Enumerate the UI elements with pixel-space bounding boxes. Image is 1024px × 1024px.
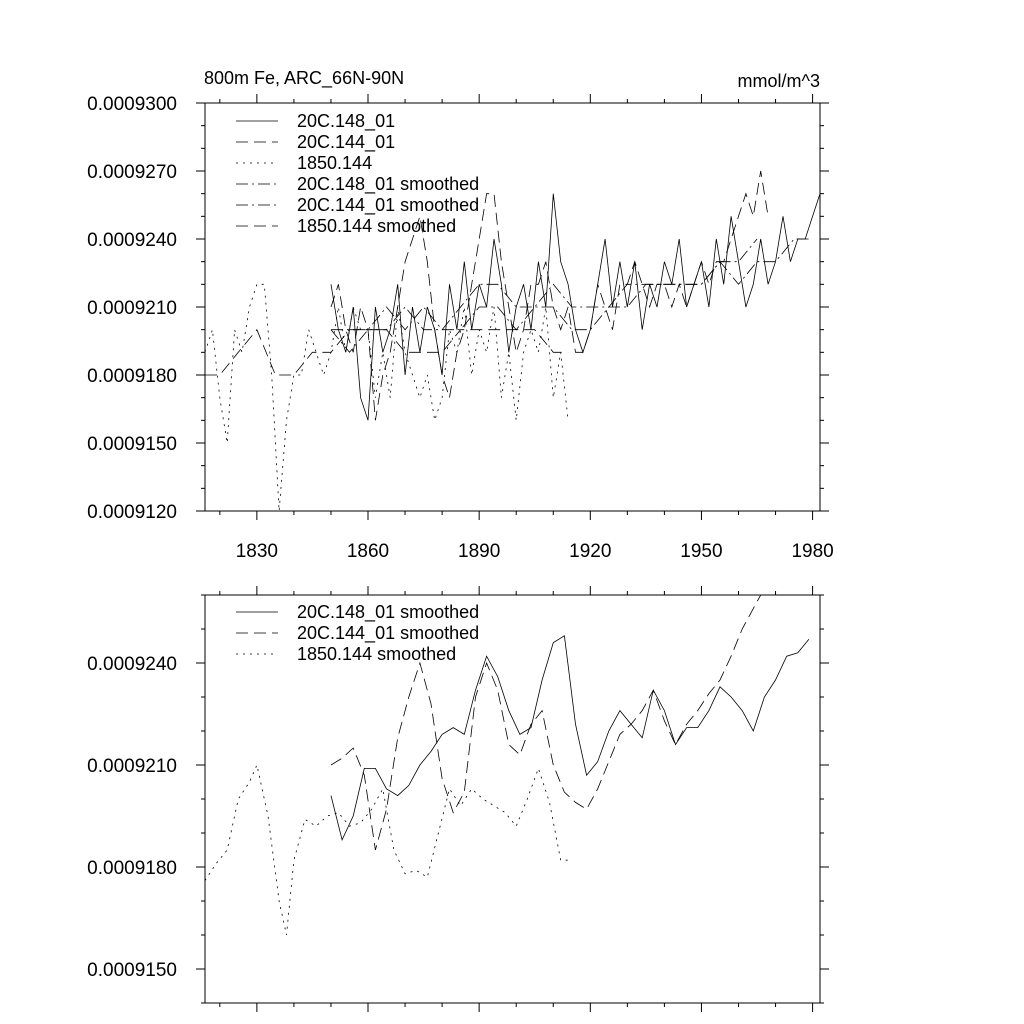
series-line-1 bbox=[330, 595, 762, 851]
y-tick-label: 0.0009150 bbox=[87, 434, 177, 455]
bottom-series-group bbox=[205, 595, 810, 936]
top-x-axis: 1830 1860 1890 1920 1950 1980 bbox=[219, 94, 834, 562]
series-line-0 bbox=[330, 635, 810, 841]
top-y-axis: 0.0009120 0.0009150 0.0009180 0.0009210 0.00… bbox=[87, 94, 829, 523]
x-tick-label: 1890 bbox=[458, 541, 500, 562]
y-tick-label: 0.0009150 bbox=[87, 960, 177, 981]
y-tick-label: 0.0009300 bbox=[87, 94, 177, 115]
legend-label: 1850.144 bbox=[297, 153, 372, 173]
legend-label: 20C.148_01 smoothed bbox=[297, 602, 479, 623]
legend-label: 20C.148_01 smoothed bbox=[297, 174, 479, 195]
legend-label: 20C.148_01 bbox=[297, 111, 395, 132]
y-tick-label: 0.0009210 bbox=[87, 756, 177, 777]
y-tick-label: 0.0009120 bbox=[87, 502, 177, 523]
units-label: mmol/m^3 bbox=[738, 71, 820, 91]
bottom-y-axis: 0.0009150 0.0009180 0.0009210 0.0009240 bbox=[87, 594, 829, 1004]
x-tick-label: 1860 bbox=[347, 541, 389, 562]
y-tick-label: 0.0009180 bbox=[87, 366, 177, 387]
x-tick-label: 1830 bbox=[236, 541, 278, 562]
legend-label: 20C.144_01 smoothed bbox=[297, 195, 479, 216]
y-tick-label: 0.0009240 bbox=[87, 230, 177, 251]
legend-label: 1850.144 smoothed bbox=[297, 644, 456, 664]
legend-label: 20C.144_01 smoothed bbox=[297, 623, 479, 644]
series-line-4 bbox=[331, 238, 758, 331]
x-tick-label: 1920 bbox=[569, 541, 611, 562]
y-tick-label: 0.0009180 bbox=[87, 858, 177, 879]
legend-label: 1850.144 smoothed bbox=[297, 216, 456, 236]
top-series-group bbox=[205, 170, 820, 511]
bottom-panel: 0.0009150 0.0009180 0.0009210 0.0009240 20C… bbox=[87, 586, 829, 1012]
top-panel: 800m Fe, ARC_66N-90N mmol/m^3 0.00091200… bbox=[87, 68, 834, 562]
y-tick-label: 0.0009240 bbox=[87, 654, 177, 675]
series-line-2 bbox=[205, 763, 569, 936]
x-tick-label: 1980 bbox=[791, 541, 833, 562]
y-tick-label: 0.0009210 bbox=[87, 298, 177, 319]
chart-title: 800m Fe, ARC_66N-90N bbox=[204, 68, 404, 89]
bottom-x-axis bbox=[219, 586, 814, 1012]
legend-label: 20C.144_01 bbox=[297, 132, 395, 153]
series-line-5 bbox=[205, 328, 565, 376]
x-tick-label: 1950 bbox=[680, 541, 722, 562]
series-line-1 bbox=[330, 170, 769, 421]
y-tick-label: 0.0009270 bbox=[87, 162, 177, 183]
series-line-3 bbox=[330, 238, 813, 353]
series-line-2 bbox=[205, 283, 569, 511]
